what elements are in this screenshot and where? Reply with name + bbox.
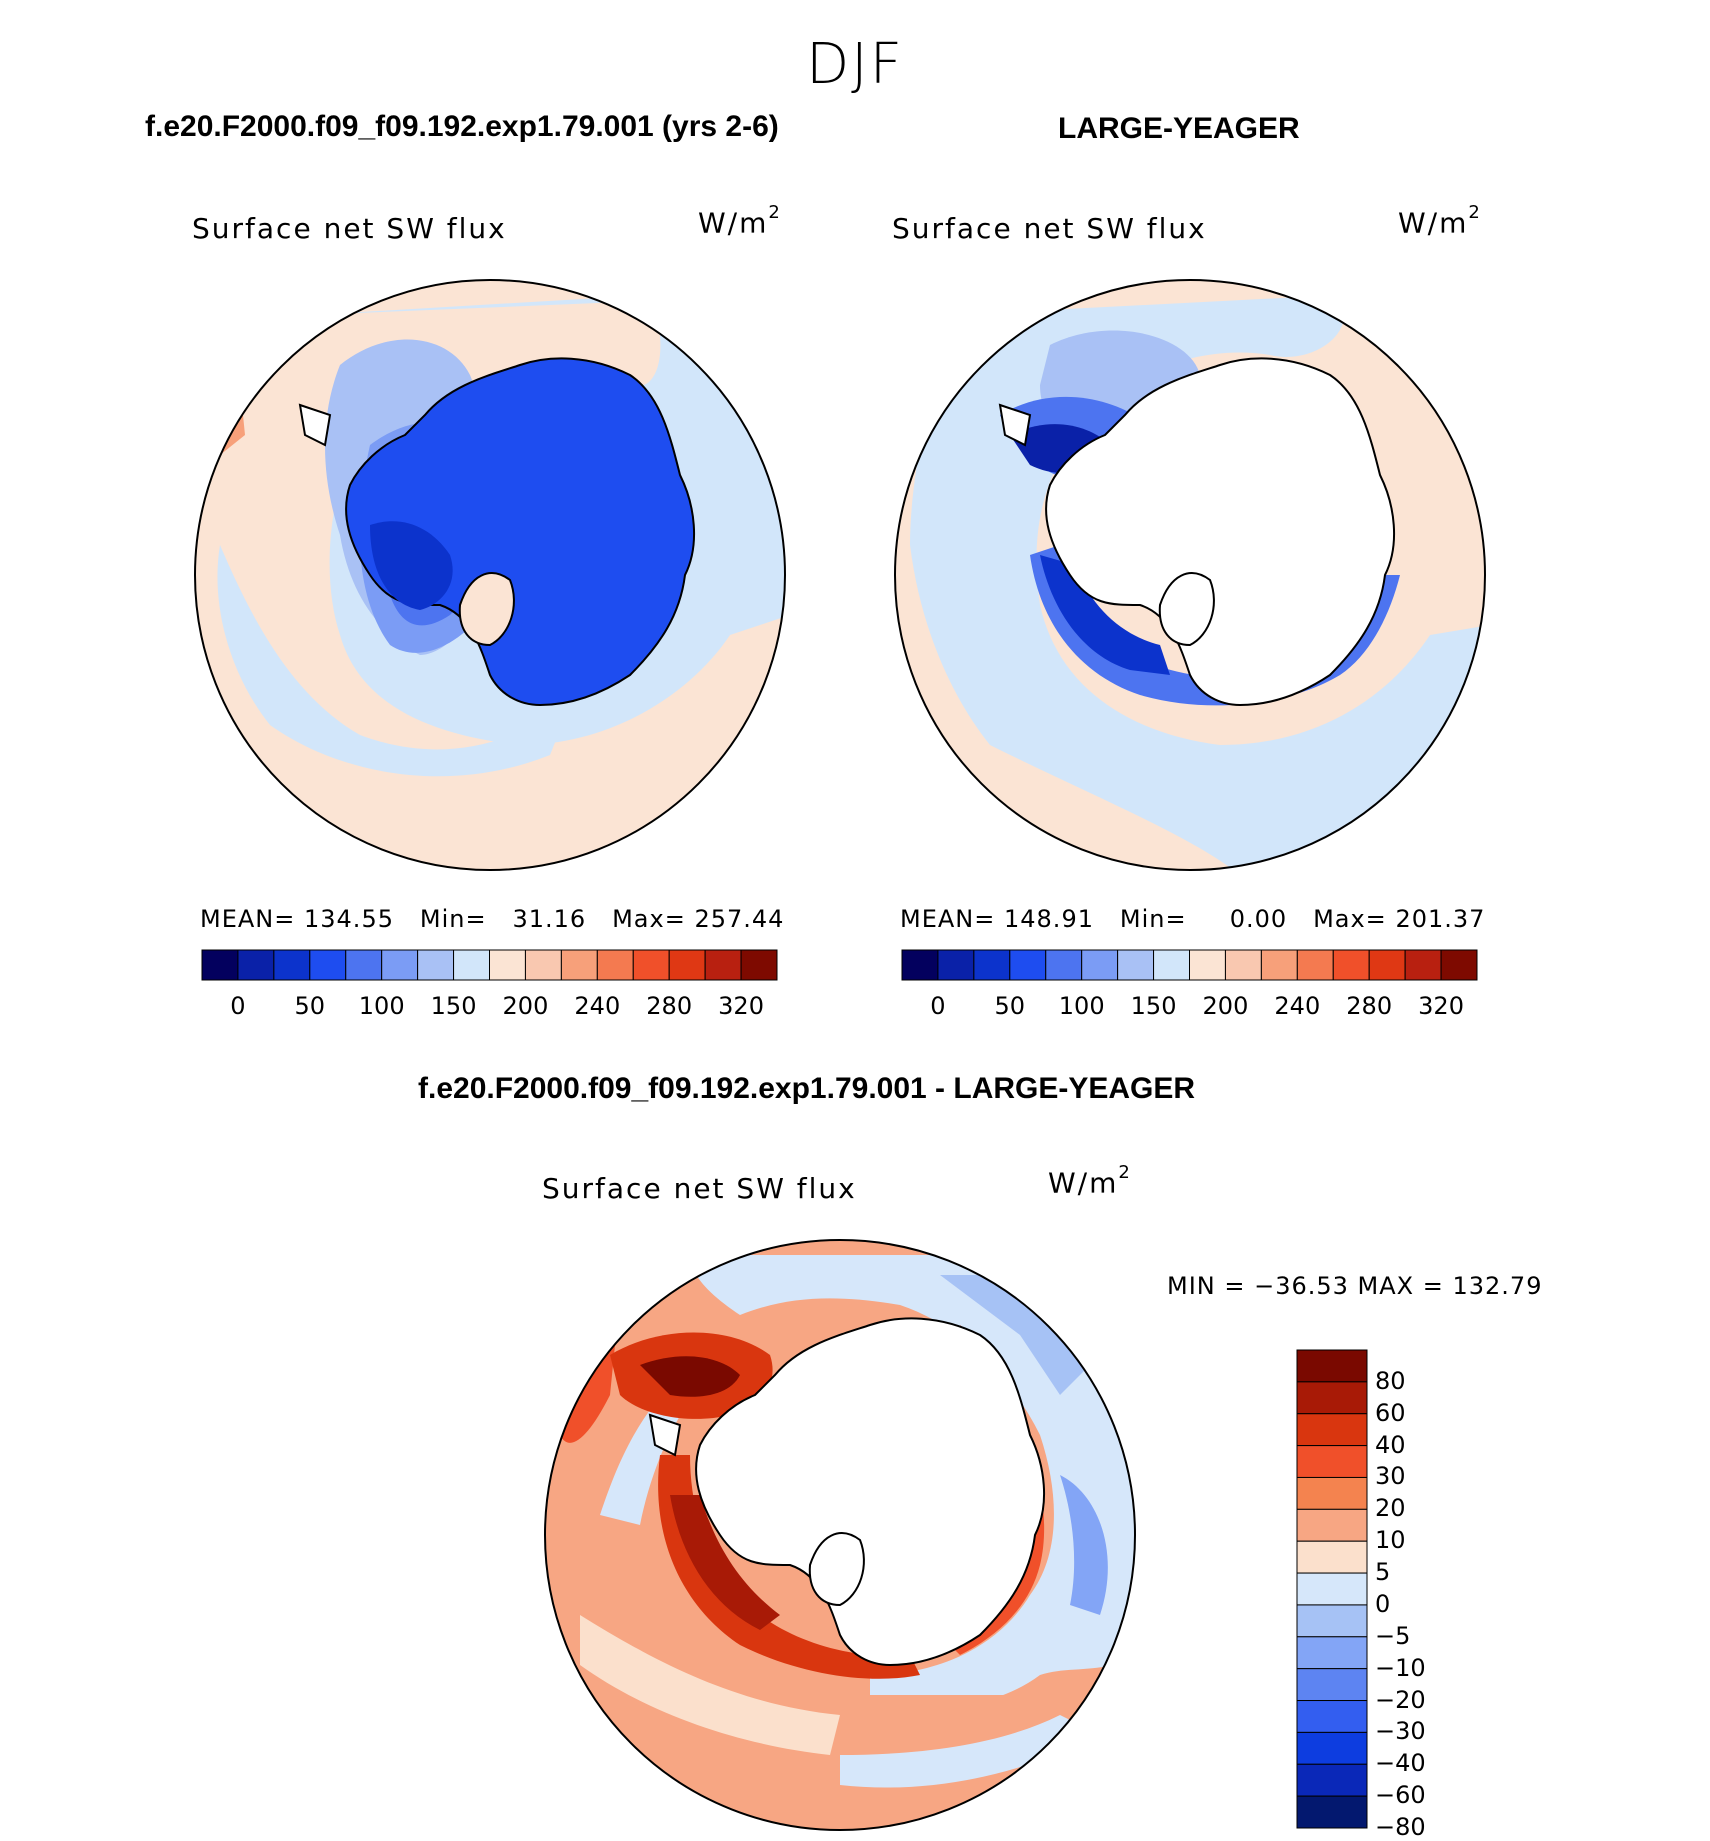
colorbar-diff-tick-label: 5 <box>1375 1558 1391 1587</box>
colorbar-test-swatch <box>345 949 383 981</box>
colorbar-diff-tick-label: −60 <box>1375 1781 1426 1810</box>
colorbar-diff-tick-label: 10 <box>1375 1526 1406 1555</box>
colorbar-diff-swatch <box>1296 1413 1368 1447</box>
polar-map-obs <box>894 279 1486 871</box>
colorbar-test-tick-label: 280 <box>646 992 693 1020</box>
stats-test: MEAN= 134.55 Min= 31.16 Max= 257.44 <box>200 905 785 933</box>
colorbar-obs-swatch <box>1260 949 1298 981</box>
colorbar-obs-swatch <box>937 949 975 981</box>
colorbar-test-swatch <box>524 949 562 981</box>
colorbar-obs-swatch <box>1153 949 1190 981</box>
colorbar-obs-tick-label: 50 <box>994 992 1026 1020</box>
colorbar-obs-swatch <box>1045 949 1083 981</box>
colorbar-test-swatch <box>453 949 490 981</box>
colorbar-diff-tick-label: −80 <box>1375 1813 1426 1841</box>
colorbar-test-swatch <box>489 949 526 981</box>
units-label-test: W/m2 <box>698 202 782 240</box>
colorbar-diff-tick-label: −10 <box>1375 1653 1426 1682</box>
colorbar-diff-swatch <box>1296 1795 1368 1829</box>
colorbar-diff-tick-label: 30 <box>1375 1462 1406 1491</box>
colorbar-diff-swatch <box>1296 1668 1368 1702</box>
colorbar-obs-tick-label: 240 <box>1274 992 1321 1020</box>
panel-title-diff: f.e20.F2000.f09_f09.192.exp1.79.001 - LA… <box>418 1072 1196 1105</box>
colorbar-obs-swatch <box>1189 949 1226 981</box>
colorbar-obs-swatch <box>1224 949 1262 981</box>
colorbar-diff-swatch <box>1296 1731 1368 1765</box>
colorbar-test-swatch <box>309 949 347 981</box>
colorbar-diff-swatch <box>1296 1763 1368 1797</box>
colorbar-test-swatch <box>560 949 598 981</box>
colorbar-test-swatch <box>632 949 670 981</box>
colorbar-diff-swatch <box>1296 1700 1368 1733</box>
colorbar-test-swatch <box>237 949 275 981</box>
colorbar-obs-swatch <box>1332 949 1370 981</box>
colorbar-obs-swatch <box>1368 949 1406 981</box>
minmax-diff: MIN = −36.53 MAX = 132.79 <box>1167 1272 1543 1300</box>
colorbar-diff-swatch <box>1296 1508 1368 1542</box>
colorbar-diff <box>1296 1349 1368 1829</box>
colorbar-diff-tick-label: 20 <box>1375 1494 1406 1523</box>
colorbar-diff-swatch <box>1296 1572 1368 1606</box>
colorbar-obs-swatch <box>1117 949 1155 981</box>
variable-label-obs: Surface net SW flux <box>892 212 1207 245</box>
panel-title-obs: LARGE-YEAGER <box>1058 112 1300 145</box>
colorbar-test-tick-label: 200 <box>502 992 549 1020</box>
colorbar-obs-tick-label: 280 <box>1346 992 1393 1020</box>
colorbar-diff-tick-label: 60 <box>1375 1398 1406 1427</box>
colorbar-diff-tick-label: −20 <box>1375 1685 1426 1714</box>
colorbar-test-tick-label: 100 <box>358 992 405 1020</box>
colorbar-obs-swatch <box>1081 949 1119 981</box>
colorbar-test-tick-label: 0 <box>230 992 246 1020</box>
colorbar-test <box>201 949 778 981</box>
colorbar-test-tick-label: 240 <box>574 992 621 1020</box>
colorbar-obs-swatch <box>1440 949 1478 981</box>
colorbar-diff-swatch <box>1296 1540 1368 1574</box>
colorbar-obs-tick-label: 150 <box>1130 992 1177 1020</box>
colorbar-test-swatch <box>417 949 455 981</box>
variable-label-test: Surface net SW flux <box>192 212 507 245</box>
colorbar-obs-tick-label: 100 <box>1058 992 1105 1020</box>
colorbar-test-swatch <box>740 949 778 981</box>
colorbar-diff-swatch <box>1296 1476 1368 1510</box>
colorbar-diff-tick-label: −30 <box>1375 1717 1426 1746</box>
colorbar-diff-tick-label: 80 <box>1375 1366 1406 1395</box>
colorbar-obs-swatch <box>973 949 1011 981</box>
colorbar-diff-swatch <box>1296 1604 1368 1638</box>
colorbar-diff-tick-label: 40 <box>1375 1430 1406 1459</box>
colorbar-obs-tick-label: 320 <box>1418 992 1464 1020</box>
colorbar-obs-tick-label: 0 <box>930 992 946 1020</box>
units-label-obs: W/m2 <box>1398 202 1482 240</box>
colorbar-test-tick-label: 50 <box>294 992 326 1020</box>
polar-map-diff <box>544 1239 1136 1831</box>
colorbar-obs-swatch <box>901 949 939 981</box>
colorbar-diff-swatch <box>1296 1445 1368 1478</box>
colorbar-diff-swatch <box>1296 1636 1368 1670</box>
colorbar-test-swatch <box>704 949 742 981</box>
polar-map-test <box>194 279 786 871</box>
units-label-diff: W/m2 <box>1048 1162 1132 1200</box>
colorbar-diff-tick-label: 0 <box>1375 1589 1391 1618</box>
colorbar-obs-tick-label: 200 <box>1202 992 1249 1020</box>
panel-title-test: f.e20.F2000.f09_f09.192.exp1.79.001 (yrs… <box>145 110 779 143</box>
colorbar-diff-tick-label: −40 <box>1375 1749 1426 1778</box>
colorbar-obs-swatch <box>1009 949 1047 981</box>
variable-label-diff: Surface net SW flux <box>542 1172 857 1205</box>
season-title: DJF <box>806 32 904 97</box>
colorbar-test-swatch <box>381 949 419 981</box>
colorbar-test-swatch <box>273 949 311 981</box>
colorbar-test-swatch <box>596 949 634 981</box>
colorbar-test-tick-label: 150 <box>430 992 477 1020</box>
colorbar-obs-swatch <box>1296 949 1334 981</box>
colorbar-obs <box>901 949 1478 981</box>
colorbar-obs-swatch <box>1404 949 1442 981</box>
colorbar-test-swatch <box>668 949 706 981</box>
colorbar-diff-tick-label: −5 <box>1375 1621 1411 1650</box>
colorbar-diff-swatch <box>1296 1381 1368 1415</box>
stats-obs: MEAN= 148.91 Min= 0.00 Max= 201.37 <box>900 905 1486 933</box>
colorbar-test-tick-label: 320 <box>718 992 764 1020</box>
colorbar-test-swatch <box>201 949 239 981</box>
colorbar-diff-swatch <box>1296 1349 1368 1383</box>
